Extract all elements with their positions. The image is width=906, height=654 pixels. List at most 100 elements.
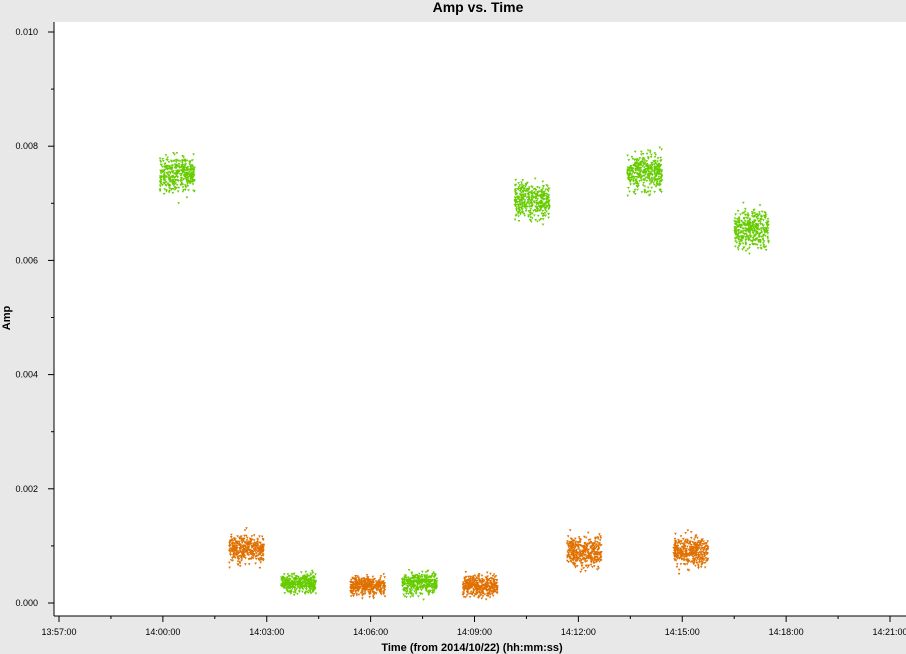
data-point — [574, 549, 577, 552]
data-point — [638, 162, 642, 165]
data-point — [594, 560, 598, 563]
data-point — [410, 592, 413, 595]
data-point — [262, 559, 265, 562]
data-point — [375, 592, 378, 595]
data-point — [283, 579, 287, 583]
data-point — [187, 189, 190, 192]
data-point — [581, 550, 585, 553]
data-point — [572, 550, 576, 553]
data-point — [521, 190, 525, 193]
data-point — [241, 544, 245, 548]
data-point — [572, 561, 576, 565]
data-point — [579, 562, 583, 565]
data-point — [648, 149, 652, 152]
data-point — [312, 579, 315, 582]
data-point — [424, 577, 427, 580]
data-point — [542, 212, 545, 216]
data-point — [596, 537, 600, 540]
data-point — [525, 196, 529, 199]
data-point — [741, 242, 745, 245]
data-point — [435, 583, 438, 586]
data-point — [160, 169, 163, 173]
data-point — [748, 232, 752, 235]
data-point — [636, 176, 640, 179]
data-point — [643, 174, 646, 177]
data-point — [251, 552, 254, 555]
data-point — [168, 189, 171, 193]
data-point — [379, 592, 382, 595]
data-point — [631, 170, 634, 173]
data-point — [411, 593, 415, 596]
data-point — [693, 538, 696, 541]
data-point — [658, 182, 661, 186]
data-point — [692, 561, 696, 564]
data-point — [633, 190, 636, 194]
data-point — [174, 182, 178, 185]
data-point — [354, 583, 357, 586]
data-point — [236, 555, 240, 559]
data-point — [356, 581, 359, 585]
data-point — [477, 584, 480, 588]
data-point — [228, 566, 231, 569]
data-point — [544, 209, 547, 212]
data-point — [740, 235, 744, 238]
data-point — [360, 590, 364, 593]
data-point — [541, 218, 545, 221]
data-point — [409, 583, 413, 586]
data-point — [406, 589, 409, 592]
data-point — [536, 220, 539, 223]
data-point — [475, 580, 478, 583]
data-point — [681, 551, 685, 554]
data-point — [282, 586, 286, 590]
data-point — [527, 192, 530, 195]
data-point — [257, 541, 261, 544]
data-point — [658, 169, 661, 172]
data-point — [766, 227, 770, 230]
data-point — [635, 159, 639, 162]
data-point — [517, 210, 521, 214]
data-point — [307, 574, 311, 578]
data-point — [741, 221, 744, 224]
data-point — [424, 586, 427, 589]
data-point — [163, 179, 167, 182]
data-point — [763, 215, 766, 218]
data-point — [521, 202, 524, 205]
data-point — [596, 551, 600, 554]
data-point — [233, 544, 237, 547]
data-point — [184, 186, 188, 189]
data-point — [767, 239, 770, 243]
data-point — [297, 576, 300, 579]
data-point — [696, 542, 699, 545]
data-point — [359, 583, 363, 586]
data-point — [247, 558, 251, 561]
data-point — [643, 190, 647, 193]
data-point — [250, 538, 253, 542]
data-point — [679, 552, 683, 555]
data-point — [744, 236, 748, 239]
data-point — [686, 568, 690, 571]
data-point — [462, 583, 465, 586]
data-point — [655, 183, 659, 186]
data-point — [411, 574, 415, 578]
data-point — [382, 580, 385, 583]
data-point — [257, 554, 260, 557]
data-point — [307, 589, 311, 592]
data-point — [462, 581, 465, 584]
data-point — [696, 536, 699, 540]
data-point — [679, 563, 683, 566]
data-point — [234, 550, 238, 553]
data-point — [639, 161, 643, 164]
data-point — [238, 536, 241, 540]
data-point — [349, 586, 352, 590]
data-point — [579, 538, 583, 541]
data-point — [239, 547, 242, 550]
data-point — [582, 552, 585, 555]
data-point — [600, 551, 603, 554]
data-point — [162, 192, 166, 196]
data-point — [236, 551, 239, 554]
data-point — [644, 176, 648, 180]
data-point — [527, 193, 531, 197]
data-point — [261, 538, 265, 542]
data-point — [434, 574, 437, 577]
data-point — [676, 563, 679, 566]
